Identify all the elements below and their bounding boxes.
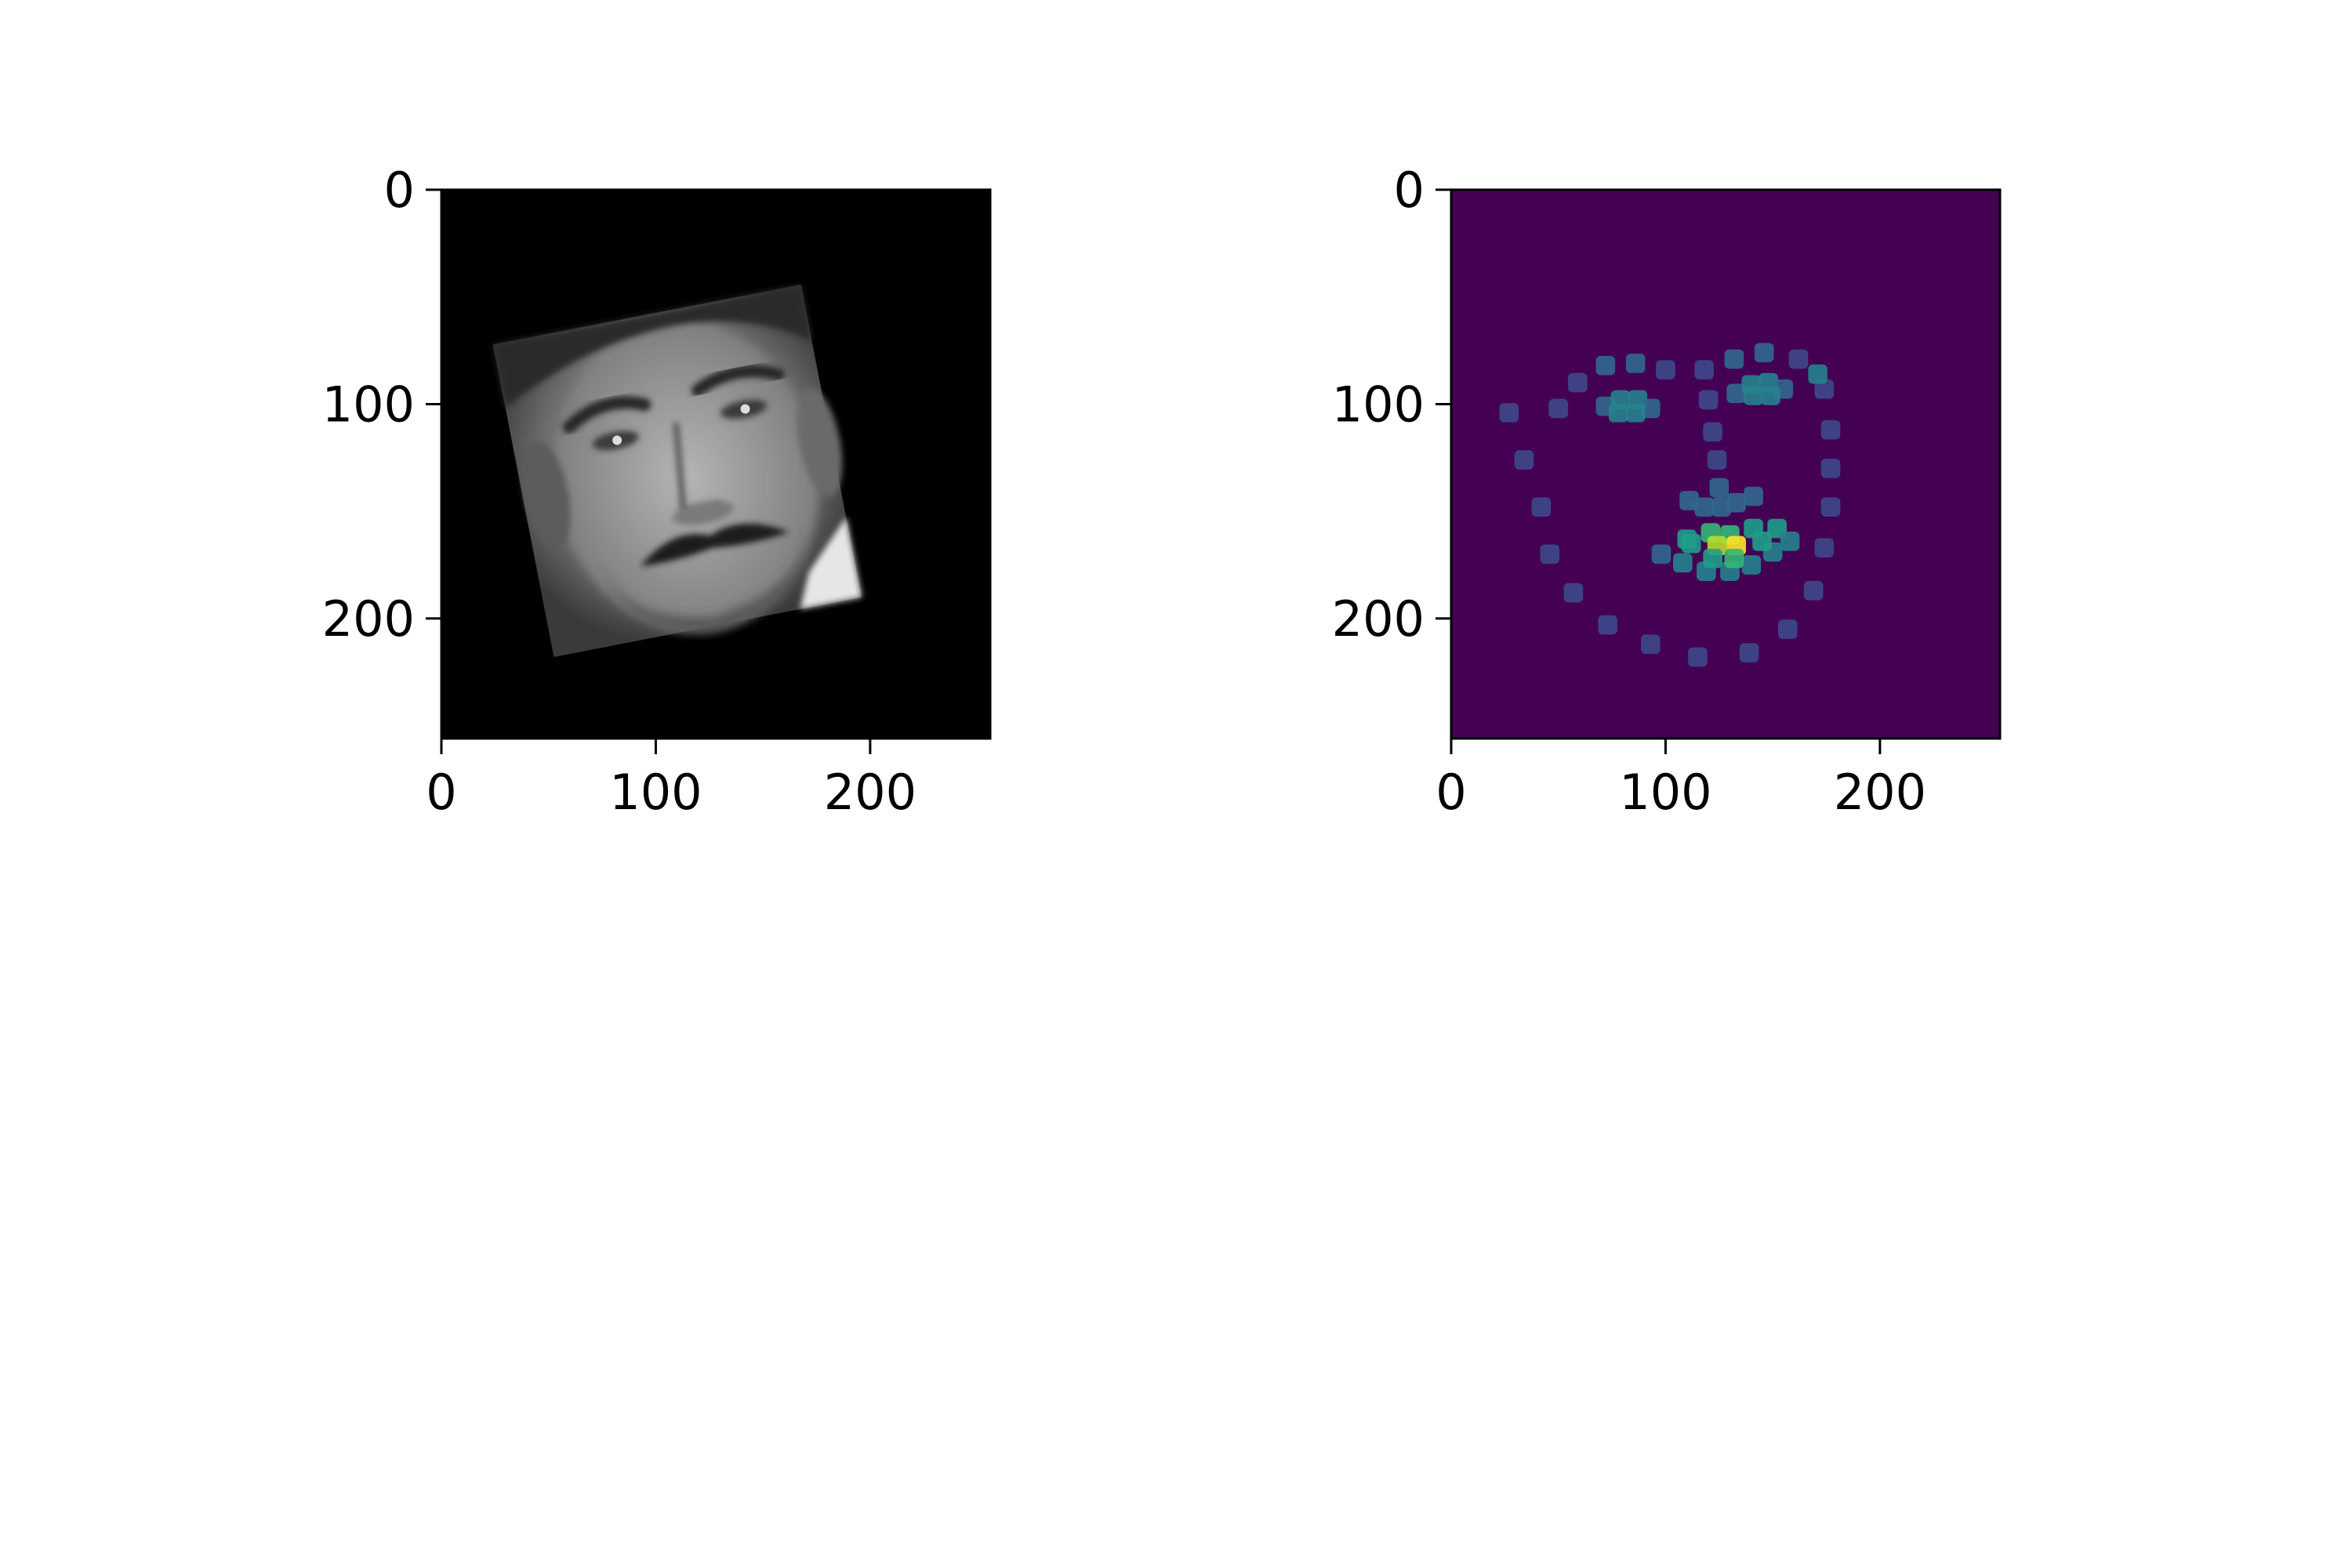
landmark-point — [1651, 544, 1671, 564]
landmark-point — [1814, 538, 1835, 557]
landmark-point — [1698, 390, 1719, 410]
landmark-point — [1694, 497, 1714, 517]
right-heatmap-axes: 0 100 200 0 100 200 — [1332, 162, 2002, 821]
left-xtick-label: 0 — [426, 764, 456, 821]
landmark-point — [1598, 615, 1617, 635]
landmark-point — [1814, 379, 1835, 399]
right-ytick-label: 0 — [1394, 162, 1425, 219]
landmark-point — [1724, 549, 1744, 568]
right-axis-ticks: 0 100 200 0 100 200 — [1332, 162, 1926, 821]
landmark-point — [1754, 343, 1774, 363]
landmark-layer — [1499, 343, 1841, 667]
landmark-point — [1820, 497, 1841, 517]
landmark-point — [1803, 581, 1824, 601]
left-xtick-label: 100 — [609, 764, 702, 821]
left-image-axes: 0 100 200 0 100 200 — [322, 162, 992, 821]
landmark-point — [1625, 354, 1646, 373]
landmark-point — [1703, 422, 1722, 442]
left-ytick-label: 0 — [384, 162, 415, 219]
landmark-point — [1726, 383, 1746, 404]
right-xtick-label: 0 — [1436, 764, 1466, 821]
right-xtick-label: 100 — [1619, 764, 1711, 821]
landmark-point — [1752, 532, 1772, 551]
landmark-point — [1640, 634, 1661, 654]
right-xtick-label: 200 — [1834, 764, 1926, 821]
left-xtick-label: 200 — [824, 764, 916, 821]
landmark-point — [1761, 386, 1780, 405]
landmark-point — [1820, 419, 1841, 440]
landmark-point — [1741, 555, 1762, 575]
landmark-point — [1744, 486, 1763, 506]
landmark-point — [1777, 619, 1798, 639]
landmark-point — [1703, 549, 1722, 568]
right-heatmap-frame — [1450, 188, 2002, 740]
landmark-point — [1563, 583, 1584, 603]
landmark-point — [1726, 492, 1746, 513]
landmark-point — [1595, 355, 1616, 376]
landmark-point — [1625, 403, 1646, 423]
landmark-point — [1679, 491, 1699, 510]
landmark-point — [1640, 398, 1661, 419]
landmark-point — [1808, 364, 1828, 384]
face-photo — [492, 285, 862, 658]
right-ytick-label: 100 — [1332, 376, 1425, 433]
landmark-point — [1820, 459, 1841, 478]
landmark-point — [1673, 553, 1693, 573]
landmark-point — [1540, 544, 1560, 564]
landmark-point — [1709, 477, 1730, 498]
landmark-point — [1788, 349, 1809, 369]
landmark-point — [1688, 647, 1708, 667]
landmark-point — [1499, 403, 1519, 423]
landmark-point — [1744, 386, 1763, 405]
landmark-point — [1711, 497, 1731, 517]
left-ytick-label: 200 — [322, 590, 415, 648]
landmark-point — [1514, 450, 1534, 470]
landmark-point — [1724, 349, 1744, 369]
landmark-point — [1780, 532, 1800, 551]
right-ytick-label: 200 — [1332, 590, 1425, 648]
left-axis-ticks: 0 100 200 0 100 200 — [322, 162, 916, 821]
landmark-point — [1656, 360, 1675, 379]
landmark-point — [1608, 403, 1628, 423]
landmark-point — [1707, 450, 1727, 470]
landmark-point — [1739, 643, 1759, 662]
landmark-point — [1681, 533, 1701, 554]
left-ytick-label: 100 — [322, 376, 415, 433]
left-image-frame — [440, 188, 992, 740]
landmark-point — [1568, 372, 1588, 393]
landmark-point — [1548, 398, 1569, 419]
landmark-point — [1694, 360, 1714, 379]
landmark-point — [1531, 497, 1552, 517]
